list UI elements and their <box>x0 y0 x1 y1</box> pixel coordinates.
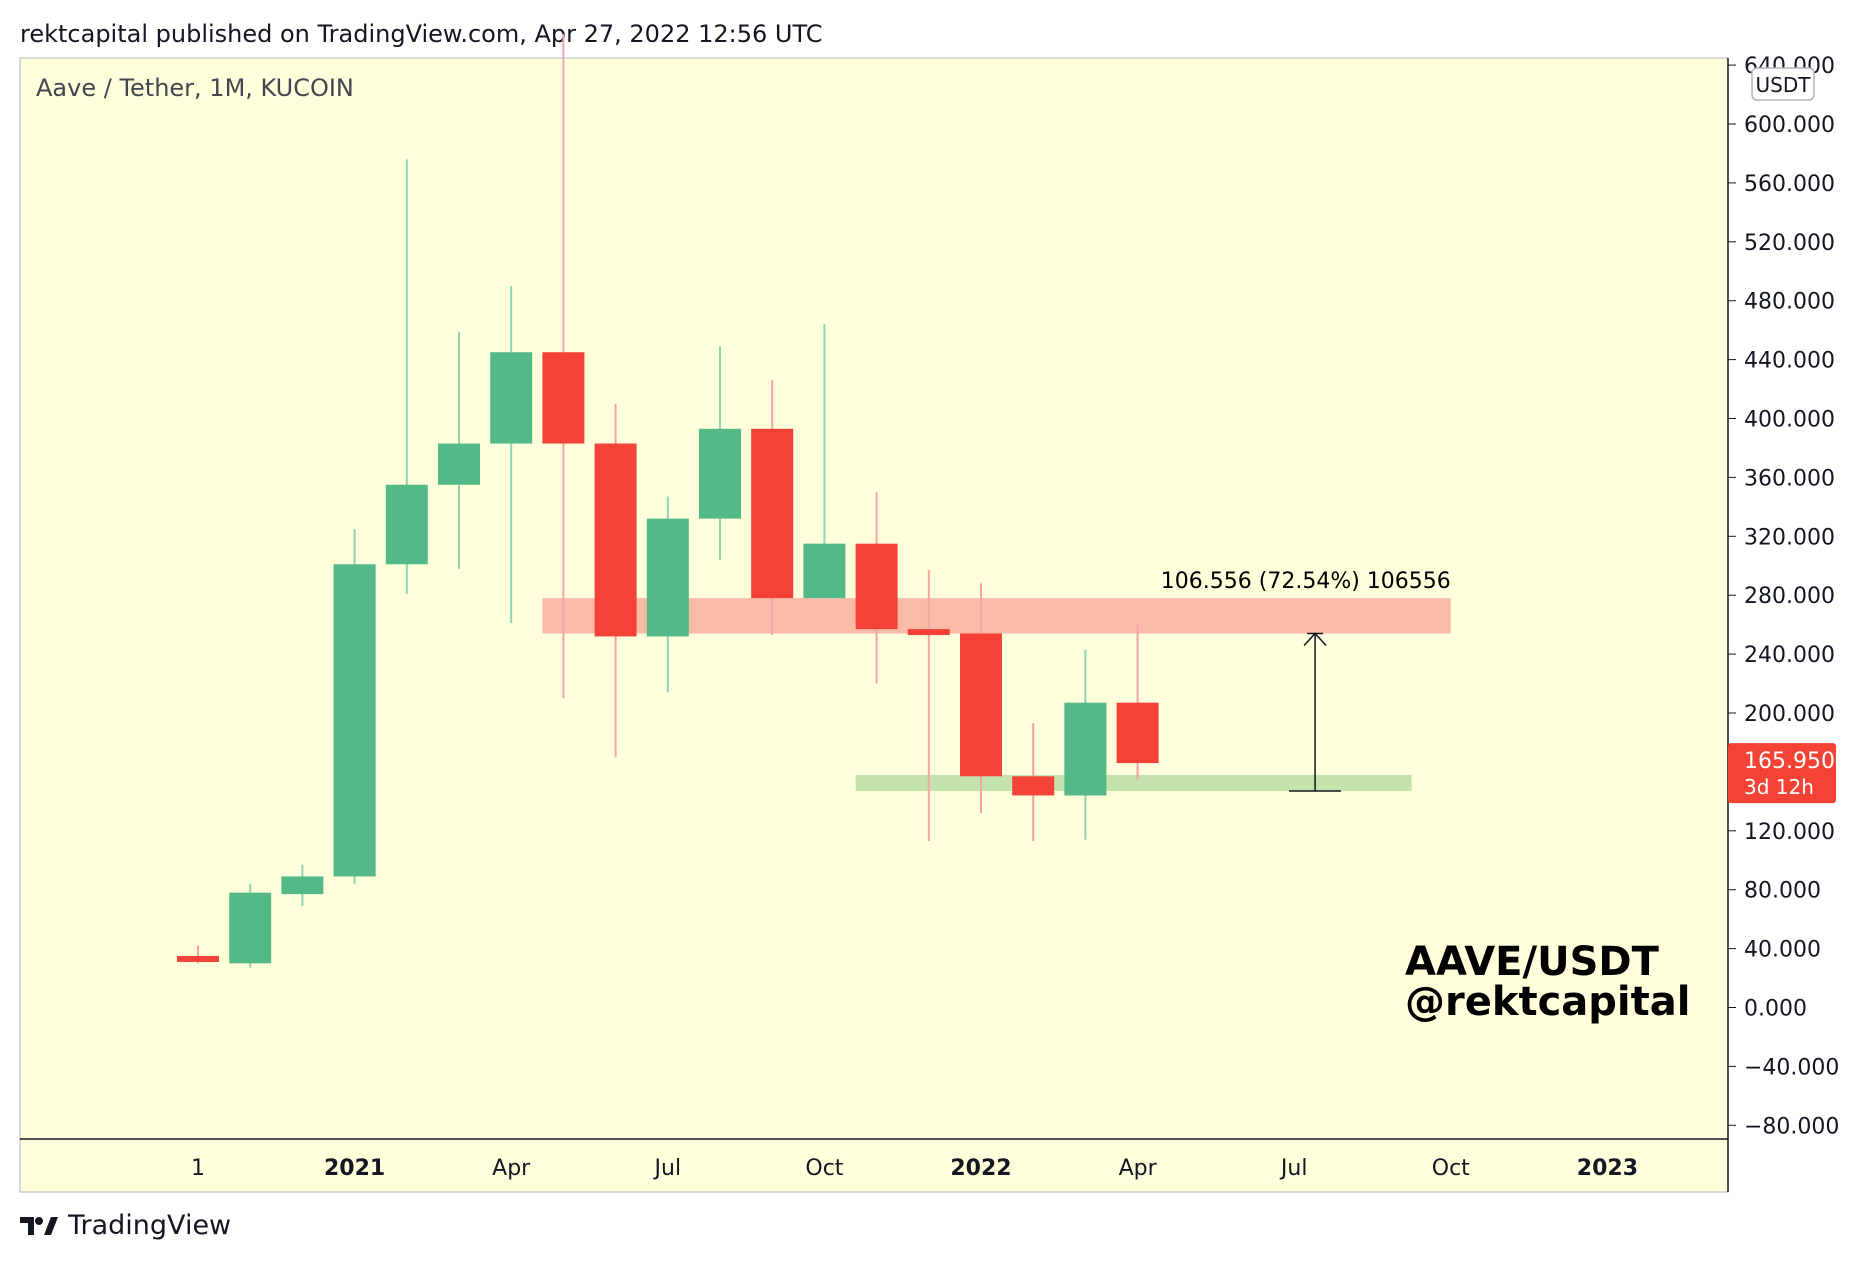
candle-2021-01 <box>333 528 376 884</box>
watermark-pair: AAVE/USDT <box>1405 939 1660 985</box>
x-tick-label: 2021 <box>324 1156 385 1181</box>
candle-body <box>229 892 272 964</box>
y-tick-label: 240.000 <box>1744 643 1835 668</box>
y-tick-label: 360.000 <box>1744 466 1835 491</box>
candle-2021-07 <box>646 496 689 693</box>
candle-body <box>960 633 1002 777</box>
last-price-tag: 165.950 3d 12h <box>1728 743 1836 804</box>
x-tick-label: Apr <box>1119 1156 1158 1181</box>
y-tick-label: 520.000 <box>1744 231 1835 256</box>
candle-2022-04 <box>1116 624 1159 780</box>
y-tick-label: 600.000 <box>1744 113 1835 138</box>
candle-body <box>542 352 585 444</box>
y-tick-label: 120.000 <box>1744 820 1835 845</box>
candle-body <box>646 518 689 637</box>
candle-body <box>1012 776 1055 796</box>
x-tick-label: Jul <box>653 1156 682 1181</box>
candle-2022-03 <box>1064 649 1107 840</box>
tradingview-logo-icon[interactable] <box>20 1215 58 1237</box>
candle-2021-10 <box>803 324 846 599</box>
candle-2021-08 <box>699 346 741 560</box>
y-tick-label: 400.000 <box>1744 408 1835 433</box>
candle-body <box>1116 702 1159 764</box>
candle-2021-04 <box>490 285 533 624</box>
last-price-value: 165.950 <box>1744 749 1835 774</box>
candle-2020-11 <box>229 883 272 968</box>
candle-countdown: 3d 12h <box>1744 775 1814 799</box>
currency-label: USDT <box>1756 73 1812 97</box>
y-tick-label: 560.000 <box>1744 172 1835 197</box>
x-tick-label: Oct <box>1432 1156 1470 1181</box>
currency-button-frame <box>1751 67 1815 101</box>
candle-body <box>177 955 219 962</box>
footer: TradingView <box>20 1210 231 1241</box>
candles-layer <box>177 34 1159 968</box>
candle-2021-05 <box>542 34 585 699</box>
candle-body <box>438 443 480 485</box>
resistance-zone <box>542 598 1451 634</box>
candle-2021-12 <box>907 570 950 842</box>
candle-body <box>1064 702 1107 796</box>
y-tick-label: 200.000 <box>1744 702 1835 727</box>
candle-body <box>594 443 637 637</box>
y-tick-label: −40.000 <box>1744 1055 1839 1080</box>
support-zone <box>855 774 1412 792</box>
last-price-tag-box <box>1728 743 1836 804</box>
candle-body <box>333 564 376 877</box>
y-tick-label: 280.000 <box>1744 584 1835 609</box>
x-tick-label: Oct <box>805 1156 843 1181</box>
publisher-line: rektcapital published on TradingView.com… <box>20 20 823 48</box>
candle-2021-03 <box>438 331 480 569</box>
y-tick-label: 0.000 <box>1744 997 1807 1022</box>
candle-2021-02 <box>385 159 428 594</box>
candle-2020-10 <box>177 945 219 964</box>
candle-body <box>385 484 428 565</box>
candle-2022-02 <box>1012 723 1055 842</box>
candle-body <box>281 876 324 895</box>
candle-2020-12 <box>281 864 324 906</box>
tradingview-brand[interactable]: TradingView <box>68 1210 232 1241</box>
x-tick-label: 2023 <box>1577 1156 1638 1181</box>
y-tick-label: 440.000 <box>1744 349 1835 374</box>
candle-body <box>751 428 794 599</box>
y-tick-label: −80.000 <box>1744 1114 1839 1139</box>
candle-body <box>803 543 846 599</box>
candle-2021-11 <box>855 492 898 684</box>
y-tick-label: 480.000 <box>1744 290 1835 315</box>
candle-body <box>699 428 741 519</box>
measure-label: 106.556 (72.54%) 106556 <box>1161 569 1451 594</box>
zones-layer <box>542 598 1451 792</box>
y-tick-label: 320.000 <box>1744 525 1835 550</box>
x-tick-label: Jul <box>1279 1156 1308 1181</box>
measure-tool[interactable]: 106.556 (72.54%) 106556 <box>1161 569 1451 792</box>
y-tick-label: 40.000 <box>1744 938 1821 963</box>
candle-body <box>490 352 533 444</box>
candle-2021-09 <box>751 380 794 635</box>
candle-body <box>855 543 898 630</box>
y-tick-label: 80.000 <box>1744 879 1821 904</box>
watermark-handle: @rektcapital <box>1405 979 1690 1025</box>
candle-2022-01 <box>960 583 1002 814</box>
x-tick-label: Apr <box>492 1156 531 1181</box>
candle-body <box>907 629 950 636</box>
x-tick-label: 1 <box>191 1156 205 1181</box>
symbol-title: Aave / Tether, 1M, KUCOIN <box>36 74 354 102</box>
candle-2021-06 <box>594 403 637 758</box>
x-tick-label: 2022 <box>950 1156 1011 1181</box>
currency-button[interactable]: USDT <box>1751 67 1815 101</box>
